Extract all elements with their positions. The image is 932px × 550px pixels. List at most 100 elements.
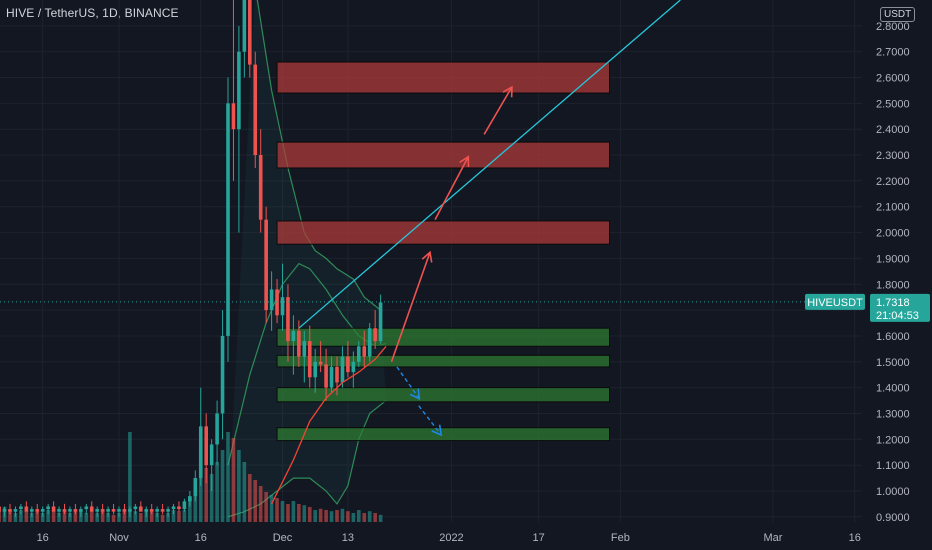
resistance-zone <box>276 141 610 169</box>
price-tick-label: 2.6000 <box>876 73 910 85</box>
candle-body <box>128 509 132 512</box>
countdown-label: 21:04:53 <box>876 310 919 322</box>
volume-bar <box>117 513 121 522</box>
volume-bar <box>122 510 127 522</box>
candle-body <box>177 506 181 510</box>
candle-body <box>258 155 263 220</box>
volume-bar <box>111 514 116 522</box>
price-tick-label: 1.0000 <box>876 486 910 498</box>
symbol-tag-label: HIVEUSDT <box>807 297 863 309</box>
candle-body <box>324 364 328 388</box>
volume-bar <box>275 498 279 522</box>
volume-bar <box>346 511 350 522</box>
volume-bar <box>73 510 78 522</box>
price-tick-label: 1.9000 <box>876 253 910 265</box>
candle-body <box>286 297 290 342</box>
time-tick-label: 16 <box>195 532 207 544</box>
candle-body <box>117 509 121 512</box>
volume-bar <box>307 507 312 522</box>
volume-bar <box>89 510 94 522</box>
volume-bar <box>340 508 345 522</box>
volume-bar <box>264 492 268 522</box>
chart-title: HIVE / TetherUS, 1D, BINANCE <box>6 6 179 20</box>
arrow-up <box>483 85 513 135</box>
candle-body <box>8 509 12 512</box>
candle-body <box>24 506 29 512</box>
volume-bar <box>242 462 247 522</box>
candle-body <box>313 361 317 378</box>
volume-bar <box>30 513 34 522</box>
candle-body <box>95 509 99 512</box>
volume-bar <box>13 513 18 522</box>
price-tick-label: 2.3000 <box>876 150 910 162</box>
volume-bar <box>237 450 241 522</box>
price-tick-label: 1.2000 <box>876 434 910 446</box>
candle-body <box>51 506 56 512</box>
candle-body <box>62 509 67 512</box>
candle-body <box>220 335 225 414</box>
candle-body <box>144 509 149 512</box>
candle-body <box>226 103 230 336</box>
candle-body <box>84 506 89 510</box>
arrow-up <box>434 155 470 221</box>
volume-bar <box>220 450 225 522</box>
price-tick-label: 1.6000 <box>876 331 910 343</box>
arrow-down <box>396 366 421 401</box>
volume-bar <box>68 513 72 522</box>
indicator-lines <box>0 0 862 505</box>
volume-bar <box>139 513 143 522</box>
volume-bar <box>128 432 132 522</box>
volume-bar <box>226 432 230 522</box>
ema-line <box>271 345 387 505</box>
candle-body <box>155 509 159 512</box>
time-axis[interactable]: 16 Nov 16 Dec 13 2022 17 Feb Mar 16 <box>37 532 861 544</box>
candle-body <box>302 341 307 357</box>
price-tick-label: 2.0000 <box>876 228 910 240</box>
price-tick-label: 1.4000 <box>876 383 910 395</box>
volume-bar <box>367 511 372 522</box>
candle-body <box>182 501 187 510</box>
candle-body <box>378 302 383 342</box>
candle-body <box>166 509 170 512</box>
candle-body <box>329 366 334 388</box>
candle-body <box>89 506 94 512</box>
candle-body <box>193 478 198 497</box>
price-tick-label: 1.8000 <box>876 279 910 291</box>
volume-bar <box>357 510 361 522</box>
arrow-down <box>418 405 443 437</box>
arrow-up <box>390 250 433 363</box>
volume-bar <box>106 513 110 522</box>
currency-badge[interactable]: USDT <box>880 7 916 22</box>
candles <box>0 0 383 517</box>
trendline <box>298 0 681 329</box>
candle-body <box>318 361 323 365</box>
candle-body <box>242 0 247 52</box>
volume-bar <box>280 501 285 522</box>
candle-body <box>367 328 372 357</box>
volume-bar <box>351 513 356 522</box>
candle-body <box>351 361 356 373</box>
volume-bar <box>215 462 219 522</box>
resistance-zone <box>276 61 610 94</box>
time-tick-label: Nov <box>109 532 129 544</box>
price-tick-label: 2.2000 <box>876 176 910 188</box>
volume-bar <box>182 510 187 522</box>
volume-bar <box>51 511 56 522</box>
candle-body <box>79 509 83 512</box>
price-axis[interactable]: 0.9000 1.0000 1.1000 1.2000 1.3000 1.4000 1.50… <box>876 21 910 524</box>
candle-body <box>73 509 78 512</box>
volume-bar <box>204 468 208 522</box>
price-tick-label: 1.5000 <box>876 357 910 369</box>
time-tick-label: Dec <box>273 532 293 544</box>
support-zone <box>276 427 610 442</box>
volume-bar <box>166 513 170 522</box>
candle-body <box>253 64 258 156</box>
volume-bar <box>269 495 274 522</box>
candle-body <box>160 509 165 512</box>
volume-bar <box>329 511 334 522</box>
volume-bar <box>8 510 12 522</box>
symbol-tag <box>805 293 865 310</box>
volume-bar <box>133 511 138 522</box>
